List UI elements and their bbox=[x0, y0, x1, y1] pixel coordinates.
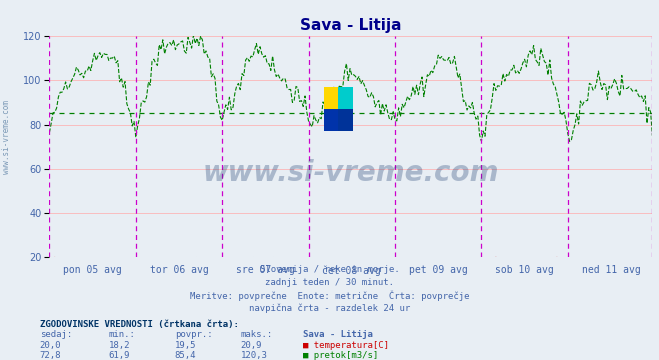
Text: Slovenija / reke in morje.: Slovenija / reke in morje. bbox=[260, 265, 399, 274]
Bar bbox=[324, 87, 338, 109]
Text: 20,9: 20,9 bbox=[241, 341, 262, 350]
Text: 85,4: 85,4 bbox=[175, 351, 196, 360]
Title: Sava - Litija: Sava - Litija bbox=[300, 18, 402, 33]
Bar bbox=[338, 109, 353, 131]
Text: 61,9: 61,9 bbox=[109, 351, 130, 360]
Text: sedaj:: sedaj: bbox=[40, 330, 72, 339]
Text: maks.:: maks.: bbox=[241, 330, 273, 339]
Text: Meritve: povprečne  Enote: metrične  Črta: povprečje: Meritve: povprečne Enote: metrične Črta:… bbox=[190, 291, 469, 301]
Text: ■ pretok[m3/s]: ■ pretok[m3/s] bbox=[303, 351, 378, 360]
Text: ZGODOVINSKE VREDNOSTI (črtkana črta):: ZGODOVINSKE VREDNOSTI (črtkana črta): bbox=[40, 320, 239, 329]
Text: 72,8: 72,8 bbox=[40, 351, 61, 360]
Text: 18,2: 18,2 bbox=[109, 341, 130, 350]
Text: Sava - Litija: Sava - Litija bbox=[303, 330, 373, 339]
Text: povpr.:: povpr.: bbox=[175, 330, 212, 339]
Text: 20,0: 20,0 bbox=[40, 341, 61, 350]
Text: www.si-vreme.com: www.si-vreme.com bbox=[203, 159, 499, 187]
Text: navpična črta - razdelek 24 ur: navpična črta - razdelek 24 ur bbox=[249, 303, 410, 312]
Text: 19,5: 19,5 bbox=[175, 341, 196, 350]
Bar bbox=[324, 109, 338, 131]
Text: zadnji teden / 30 minut.: zadnji teden / 30 minut. bbox=[265, 278, 394, 287]
Text: www.si-vreme.com: www.si-vreme.com bbox=[2, 100, 11, 174]
Bar bbox=[338, 87, 353, 109]
Text: min.:: min.: bbox=[109, 330, 136, 339]
Text: 120,3: 120,3 bbox=[241, 351, 268, 360]
Text: ■ temperatura[C]: ■ temperatura[C] bbox=[303, 341, 389, 350]
